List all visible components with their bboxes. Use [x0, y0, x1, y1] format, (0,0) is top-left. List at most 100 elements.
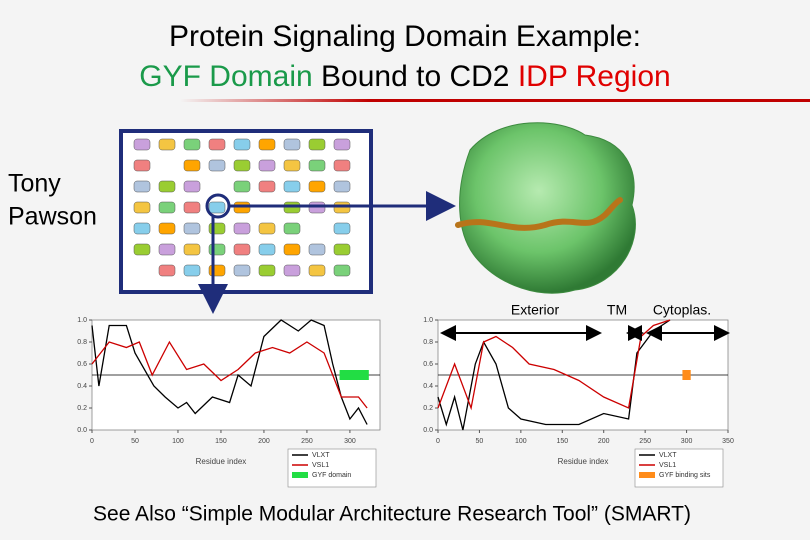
- domain-icon: [158, 180, 176, 193]
- domain-icon: [183, 243, 201, 256]
- domain-icon: [333, 264, 351, 277]
- domain-icon: [308, 264, 326, 277]
- domain-icon: [133, 180, 151, 193]
- domain-icon: [233, 264, 251, 277]
- domain-icon: [283, 138, 301, 151]
- x-tick-label: 200: [598, 438, 610, 445]
- domain-icon: [208, 264, 226, 277]
- y-tick-label: 0.6: [77, 361, 87, 368]
- domain-icon: [258, 243, 276, 256]
- domain-icon: [258, 180, 276, 193]
- domain-icon: [158, 243, 176, 256]
- y-tick-label: 0.4: [423, 383, 433, 390]
- y-tick-label: 0.8: [423, 339, 433, 346]
- label-cytoplasmic: Cytoplas.: [653, 302, 711, 318]
- series-line: [91, 319, 368, 425]
- x-tick-label: 150: [556, 438, 568, 445]
- domain-icon: [183, 180, 201, 193]
- domain-icon: [133, 243, 151, 256]
- domain-icon: [133, 138, 151, 151]
- domain-icon: [158, 222, 176, 235]
- x-tick-label: 300: [344, 438, 356, 445]
- footer: See Also “Simple Modular Architecture Re…: [93, 503, 691, 526]
- series-line: [91, 340, 368, 409]
- legend-label: VLXT: [659, 452, 677, 459]
- legend-swatch: [639, 472, 655, 478]
- legend-label: VSL1: [659, 462, 676, 469]
- y-tick-label: 0.0: [77, 427, 87, 434]
- domain-icon: [208, 159, 226, 172]
- y-tick-label: 0.2: [423, 405, 433, 412]
- series-line: [437, 319, 671, 411]
- person-first: Tony: [8, 170, 61, 198]
- domain-icon: [308, 159, 326, 172]
- domain-icon: [333, 159, 351, 172]
- domain-icon: [183, 159, 201, 172]
- domain-icons: [133, 138, 351, 277]
- domain-icon: [283, 222, 301, 235]
- y-tick-label: 0.6: [423, 361, 433, 368]
- region-mark: [682, 370, 691, 380]
- domain-icon: [258, 138, 276, 151]
- legend-label: VLXT: [312, 452, 330, 459]
- domain-icon: [158, 138, 176, 151]
- domain-icon: [233, 159, 251, 172]
- domain-icon: [283, 159, 301, 172]
- domain-icon: [183, 138, 201, 151]
- domain-icon: [233, 138, 251, 151]
- title-line1: Protein Signaling Domain Example:: [169, 20, 641, 53]
- x-tick-label: 150: [215, 438, 227, 445]
- x-tick-label: 50: [131, 438, 139, 445]
- region-mark: [339, 370, 369, 380]
- domain-icon: [258, 222, 276, 235]
- x-tick-label: 350: [722, 438, 734, 445]
- domain-icon: [183, 201, 201, 214]
- domain-icon: [283, 180, 301, 193]
- domain-icon: [233, 243, 251, 256]
- domain-icon: [308, 180, 326, 193]
- y-tick-label: 1.0: [423, 317, 433, 324]
- domain-icon: [233, 180, 251, 193]
- y-tick-label: 0.0: [423, 427, 433, 434]
- domain-icon: [333, 222, 351, 235]
- domain-icon: [183, 222, 201, 235]
- label-exterior: Exterior: [511, 302, 560, 318]
- label-tm: TM: [607, 302, 627, 318]
- legend-label: GYF domain: [312, 472, 351, 479]
- legend-label: GYF binding sits: [659, 472, 711, 479]
- domain-icon: [258, 159, 276, 172]
- person-last: Pawson: [8, 203, 97, 231]
- title-rule: [180, 99, 810, 102]
- domain-icon: [133, 201, 151, 214]
- legend-label: VSL1: [312, 462, 329, 469]
- domain-icon: [158, 201, 176, 214]
- plots: 0.0 0.2 0.4 0.6 0.8 1.0 0 50 100 150 200 250 300 Resi…: [77, 317, 734, 488]
- domain-icon: [183, 264, 201, 277]
- domain-icon: [208, 243, 226, 256]
- x-axis-label: Residue index: [196, 457, 247, 466]
- domain-icon: [283, 264, 301, 277]
- x-tick-label: 50: [476, 438, 484, 445]
- legend-swatch: [292, 472, 308, 478]
- domain-icon: [258, 264, 276, 277]
- domain-icon: [133, 159, 151, 172]
- domain-icon: [333, 180, 351, 193]
- domain-icon: [333, 138, 351, 151]
- title-line2: GYF Domain Bound to CD2 IDP Region: [139, 60, 670, 93]
- protein-surface: [459, 122, 636, 294]
- x-tick-label: 250: [639, 438, 651, 445]
- idp-peptide: [455, 197, 623, 231]
- x-tick-label: 200: [258, 438, 270, 445]
- x-axis-label: Residue index: [558, 457, 609, 466]
- domain-icon: [208, 201, 226, 214]
- title-black: Bound to CD2: [321, 60, 509, 93]
- title-red: IDP Region: [518, 60, 671, 93]
- x-tick-label: 300: [681, 438, 693, 445]
- domain-icon: [308, 138, 326, 151]
- domain-icon: [333, 243, 351, 256]
- domain-icon: [208, 138, 226, 151]
- x-tick-label: 100: [515, 438, 527, 445]
- y-tick-label: 0.2: [77, 405, 87, 412]
